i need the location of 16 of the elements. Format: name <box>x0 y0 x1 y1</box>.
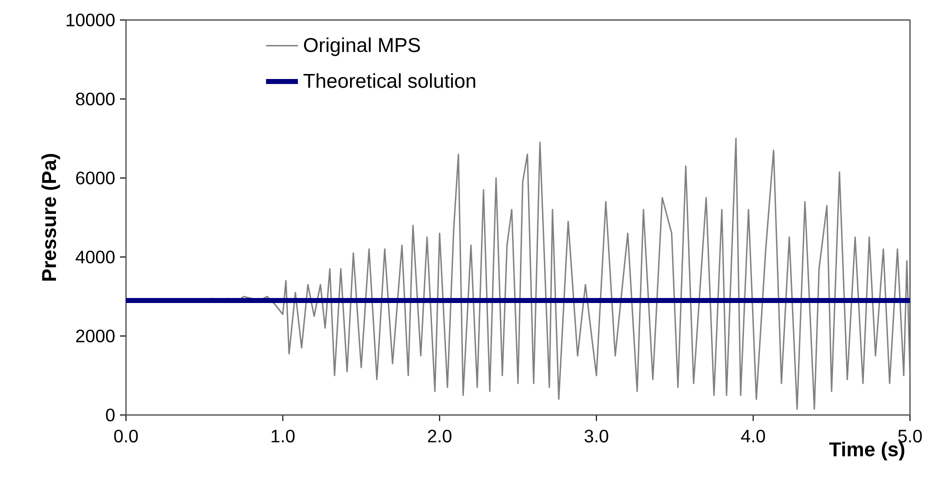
x-tick-label: 0.0 <box>114 430 138 442</box>
x-tick-label: 5.0 <box>898 430 922 442</box>
x-tick-label: 3.0 <box>584 430 608 442</box>
y-tick-label: 10000 <box>66 14 115 26</box>
y-tick-label: 0 <box>106 408 115 422</box>
x-tick-label: 4.0 <box>741 430 766 442</box>
x-tick-label: 2.0 <box>428 430 452 442</box>
y-tick-label: 6000 <box>76 172 115 184</box>
legend-label: Theoretical solution <box>304 73 476 88</box>
y-axis-title: Pressure (Pa) <box>41 154 60 281</box>
y-tick-label: 8000 <box>76 92 115 106</box>
x-tick-label: 1.0 <box>272 430 295 442</box>
x-axis-title: Time (s) <box>829 442 904 460</box>
y-tick-label: 2000 <box>76 330 115 342</box>
legend-label: Original MPS <box>304 37 420 56</box>
y-tick-label: 4000 <box>76 250 115 264</box>
